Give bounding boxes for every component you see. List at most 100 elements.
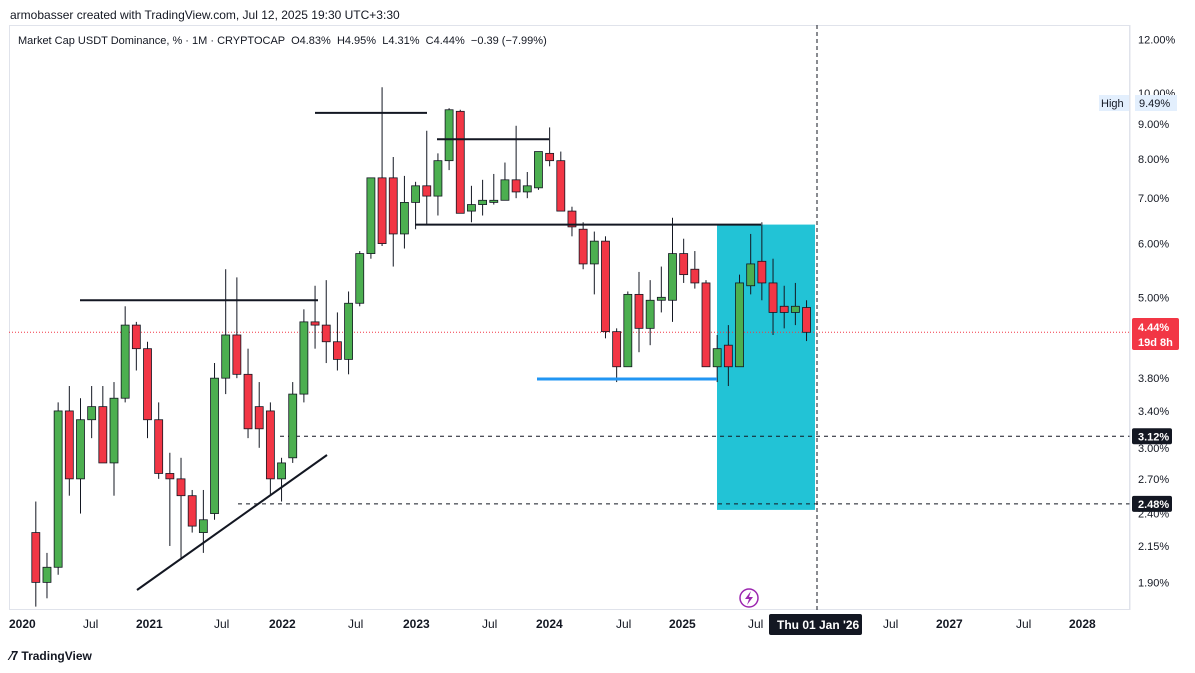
candle-body[interactable] <box>321 324 331 343</box>
y-tick-label: 2.15% <box>1138 541 1169 553</box>
candle-body[interactable] <box>656 296 666 301</box>
candle-body[interactable] <box>422 185 432 197</box>
candle-body[interactable] <box>344 302 353 360</box>
y-tick-label: 8.00% <box>1138 154 1169 166</box>
candle-body[interactable] <box>277 462 286 480</box>
x-tick-label: Jul <box>616 617 631 631</box>
candle-body[interactable] <box>489 199 499 203</box>
candle-body[interactable] <box>735 282 744 368</box>
candle-body[interactable] <box>288 393 298 459</box>
x-tick-label: 2022 <box>269 617 296 631</box>
candle-body[interactable] <box>87 406 97 421</box>
candle-body[interactable] <box>53 410 63 568</box>
candle-body[interactable] <box>567 210 577 228</box>
candle-body[interactable] <box>757 260 767 284</box>
candle-body[interactable] <box>578 228 588 265</box>
candle-body[interactable] <box>98 406 108 464</box>
candle-body[interactable] <box>623 293 633 368</box>
candle-body[interactable] <box>210 377 219 514</box>
candle-body[interactable] <box>187 495 197 527</box>
candle-body[interactable] <box>746 263 756 287</box>
candle-body[interactable] <box>455 110 465 214</box>
x-tick-label: 2028 <box>1069 617 1096 631</box>
candle-body[interactable] <box>522 185 532 193</box>
candle-body[interactable] <box>534 151 543 189</box>
candle-body[interactable] <box>64 410 74 480</box>
candle-body[interactable] <box>120 324 130 399</box>
x-tick-label: 2023 <box>403 617 430 631</box>
candle-body[interactable] <box>467 204 476 212</box>
candle-body[interactable] <box>790 305 800 313</box>
candle-body[interactable] <box>478 199 488 205</box>
candle-body[interactable] <box>712 348 722 368</box>
candle-body[interactable] <box>802 307 811 333</box>
candle-body[interactable] <box>779 305 789 313</box>
candle-body[interactable] <box>221 334 231 379</box>
candle-body[interactable] <box>433 160 443 197</box>
candle-body[interactable] <box>701 282 711 368</box>
candle-body[interactable] <box>444 109 454 162</box>
candle-body[interactable] <box>154 419 164 474</box>
ohlc-change: −0.39 (−7.99%) <box>470 35 547 47</box>
candle-body[interactable] <box>511 179 521 193</box>
current-price-label: 4.44% <box>1138 322 1169 334</box>
candle-body[interactable] <box>366 177 376 254</box>
candle-body[interactable] <box>690 268 700 284</box>
candle-body[interactable] <box>42 566 52 583</box>
candle-body[interactable] <box>500 179 510 201</box>
level-badge-3-12 <box>1132 428 1172 445</box>
crosshair-time-badge <box>769 614 862 635</box>
level-label-2-48: 2.48% <box>1138 499 1169 511</box>
candle-body[interactable] <box>131 324 141 350</box>
candle-body[interactable] <box>198 519 208 533</box>
x-tick-label: Jul <box>883 617 898 631</box>
candle-body[interactable] <box>723 344 733 368</box>
candle-body[interactable] <box>176 478 186 497</box>
y-tick-label: 2.70% <box>1138 474 1169 486</box>
candle-body[interactable] <box>355 253 365 304</box>
high-value-label: 9.49% <box>1139 98 1170 110</box>
candle-body[interactable] <box>243 373 253 430</box>
level-badge-2-48 <box>1132 495 1172 512</box>
y-tick-label: 6.00% <box>1138 239 1169 251</box>
candle-body[interactable] <box>165 473 175 480</box>
footer-brand: TradingView <box>21 648 92 663</box>
candle-body[interactable] <box>299 321 309 395</box>
candle-body[interactable] <box>411 185 420 203</box>
candle-body[interactable] <box>589 240 599 265</box>
candle-body[interactable] <box>556 160 566 212</box>
candle-body[interactable] <box>388 177 398 235</box>
x-tick-label: 2025 <box>669 617 696 631</box>
high-tag-bg <box>1099 95 1129 111</box>
candle-body[interactable] <box>109 397 119 464</box>
candle-body[interactable] <box>254 406 264 430</box>
candle-body[interactable] <box>265 410 275 480</box>
candle-body[interactable] <box>645 299 655 329</box>
candle-body[interactable] <box>612 331 622 368</box>
candle-body[interactable] <box>76 419 85 480</box>
candle-body[interactable] <box>634 293 644 329</box>
candle-body[interactable] <box>601 240 610 333</box>
current-price-badge <box>1132 318 1179 350</box>
x-tick-label: Jul <box>1016 617 1031 631</box>
ohlc-high: H4.95% <box>336 35 377 47</box>
candle-body[interactable] <box>232 334 242 375</box>
candle-body[interactable] <box>310 321 320 326</box>
candle-body[interactable] <box>332 341 342 360</box>
candle-body[interactable] <box>31 532 41 583</box>
candle-body[interactable] <box>768 282 778 313</box>
symbol-legend: Market Cap USDT Dominance, % · 1M · CRYP… <box>18 35 547 47</box>
candle-body[interactable] <box>679 253 689 276</box>
x-tick-label: 2020 <box>9 617 36 631</box>
x-tick-label: Jul <box>482 617 497 631</box>
symbol-name[interactable]: Market Cap USDT Dominance, % · 1M · CRYP… <box>18 35 285 47</box>
ascending-trendline[interactable] <box>136 454 328 591</box>
candle-body[interactable] <box>668 253 677 301</box>
lightning-icon[interactable] <box>739 588 759 608</box>
candle-body[interactable] <box>143 348 152 421</box>
candle-body[interactable] <box>377 177 387 244</box>
x-tick-label: 2027 <box>936 617 963 631</box>
candle-body[interactable] <box>545 152 555 162</box>
candle-body[interactable] <box>400 202 409 235</box>
